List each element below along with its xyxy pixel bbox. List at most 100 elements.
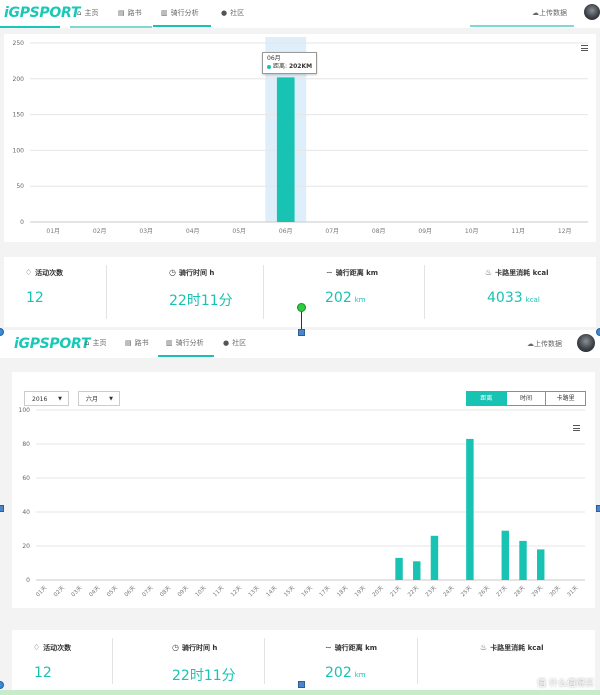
- igpsport-logo[interactable]: iGPSPORT: [4, 5, 81, 21]
- y-tick-label: 100: [19, 407, 31, 414]
- chart-icon: ▥: [161, 9, 168, 17]
- cloud-upload-icon: ☁: [532, 9, 539, 17]
- nav-home-underline: [70, 26, 112, 28]
- x-tick-label: 27天: [495, 584, 509, 598]
- toggle-distance[interactable]: 距离: [467, 392, 507, 405]
- x-tick-label: 04天: [88, 584, 102, 598]
- clock-icon: ◷: [169, 268, 176, 277]
- rotation-handle-line: [301, 310, 302, 330]
- tooltip-title: 06月: [267, 55, 281, 62]
- x-tick-label: 10月: [465, 228, 479, 235]
- y-tick-label: 80: [22, 441, 30, 448]
- x-tick-label: 11天: [212, 584, 226, 598]
- clock-icon: ◷: [172, 643, 179, 652]
- stat-value: 22时11分: [169, 293, 233, 309]
- stat-label: 活动次数: [35, 269, 64, 277]
- x-tick-label: 03月: [139, 228, 153, 235]
- resize-handle-bottom[interactable]: [298, 681, 305, 688]
- chart-menu-icon[interactable]: [573, 425, 580, 431]
- y-tick-label: 150: [13, 112, 25, 119]
- upload-data-button[interactable]: ☁上传数据: [527, 339, 562, 349]
- x-tick-label: 15天: [282, 584, 296, 598]
- month-select[interactable]: 六月 ▼: [78, 391, 120, 406]
- nav-roadbook-underline: [112, 26, 152, 28]
- upload-data-button[interactable]: ☁上传数据: [532, 8, 567, 18]
- y-tick-label: 20: [22, 543, 30, 550]
- resize-handle-top-right[interactable]: [596, 328, 600, 336]
- avatar[interactable]: [584, 4, 600, 20]
- x-tick-label: 18天: [336, 584, 350, 598]
- stat-unit: km: [354, 296, 366, 304]
- y-tick-label: 40: [22, 509, 30, 516]
- toggle-calories[interactable]: 卡路里: [556, 395, 575, 402]
- chart-tooltip: 06月 距离: 202KM: [262, 52, 318, 74]
- x-tick-label: 07月: [325, 228, 339, 235]
- activity-icon: ♢: [25, 268, 33, 277]
- bottom-screenshot-panel: iGPSPORT ⌂ 主页 ▤ 路书 ▥ 骑行分析 ● 社区 ☁上传数据 2016 ▼ 六…: [0, 330, 600, 695]
- stat-label: 卡路里消耗 kcal: [490, 644, 544, 652]
- resize-handle-top[interactable]: [298, 329, 305, 336]
- x-tick-label: 26天: [477, 584, 491, 598]
- stat-unit: kcal: [525, 296, 540, 304]
- nav-home[interactable]: ⌂ 主页: [85, 338, 106, 348]
- stat-label: 卡路里消耗 kcal: [495, 269, 549, 277]
- selection-strip: [0, 690, 600, 695]
- nav-community[interactable]: ● 社区: [221, 8, 244, 18]
- bar: [501, 530, 510, 580]
- divider: [106, 265, 107, 319]
- x-tick-label: 04月: [186, 228, 200, 235]
- chat-icon: ●: [221, 9, 228, 17]
- nav-community[interactable]: ● 社区: [223, 338, 246, 348]
- x-tick-label: 05天: [105, 584, 119, 598]
- x-tick-label: 02天: [52, 584, 66, 598]
- resize-handle-left[interactable]: [0, 505, 4, 512]
- chat-icon: ●: [223, 339, 230, 347]
- y-tick-label: 0: [20, 219, 24, 226]
- igpsport-logo[interactable]: iGPSPORT: [14, 336, 91, 352]
- top-screenshot-panel: iGPSPORT ⌂ 主页 ▤ 路书 ▥ 骑行分析 ● 社区 ☁上传数据 0 50 100 1…: [0, 0, 600, 330]
- x-tick-label: 08月: [372, 228, 386, 235]
- avatar[interactable]: [577, 334, 595, 352]
- x-tick-label: 10天: [194, 584, 208, 598]
- nav-community-label: 社区: [230, 9, 245, 17]
- x-tick-label: 21天: [389, 584, 403, 598]
- chart-menu-icon[interactable]: [581, 45, 588, 51]
- nav-community-label: 社区: [232, 339, 247, 347]
- book-icon: ▤: [118, 9, 125, 17]
- resize-handle-right[interactable]: [596, 505, 600, 512]
- x-tick-label: 13天: [247, 584, 261, 598]
- nav-home[interactable]: ⌂ 主页: [77, 8, 98, 18]
- x-tick-label: 24天: [442, 584, 456, 598]
- monthly-distance-chart-card: 0 50 100 150 200 250 01月 02月 03月 04月 05月 06月 07月 08月 0…: [4, 34, 596, 242]
- divider: [417, 638, 418, 684]
- x-tick-label: 08天: [158, 584, 172, 598]
- bar: [276, 77, 295, 222]
- watermark: 值 什么值得买: [537, 679, 594, 689]
- y-tick-label: 100: [13, 147, 25, 154]
- y-tick-label: 60: [22, 475, 30, 482]
- stat-value: 202: [325, 290, 352, 306]
- year-select[interactable]: 2016 ▼: [24, 391, 69, 406]
- top-navbar: iGPSPORT ⌂ 主页 ▤ 路书 ▥ 骑行分析 ● 社区 ☁上传数据: [0, 0, 600, 28]
- daily-distance-chart-card: 2016 ▼ 六月 ▼ 距离 时间 卡路里 0 20 40 60 80 100 01天 02天 03…: [12, 372, 595, 608]
- x-tick-label: 03天: [70, 584, 84, 598]
- divider: [424, 265, 425, 319]
- nav-analysis[interactable]: ▥ 骑行分析: [161, 8, 199, 18]
- stat-value: 4033: [487, 290, 523, 306]
- rotation-handle[interactable]: [297, 303, 306, 312]
- y-tick-label: 0: [26, 577, 30, 584]
- x-tick-label: 16天: [300, 584, 314, 598]
- nav-roadbook[interactable]: ▤ 路书: [125, 338, 149, 348]
- nav-roadbook[interactable]: ▤ 路书: [118, 8, 142, 18]
- stat-calories: ♨ 卡路里消耗 kcal: [418, 630, 595, 690]
- cloud-upload-icon: ☁: [527, 340, 534, 348]
- toggle-time[interactable]: 时间: [507, 392, 547, 405]
- bar: [413, 561, 421, 580]
- nav-analysis-underline: [153, 25, 211, 27]
- fire-icon: ♨: [480, 643, 488, 652]
- nav-analysis[interactable]: ▥ 骑行分析: [166, 338, 204, 348]
- x-tick-label: 12天: [229, 584, 243, 598]
- nav-analysis-label: 骑行分析: [170, 9, 199, 17]
- divider: [112, 638, 113, 684]
- nav-home-label: 主页: [92, 339, 107, 347]
